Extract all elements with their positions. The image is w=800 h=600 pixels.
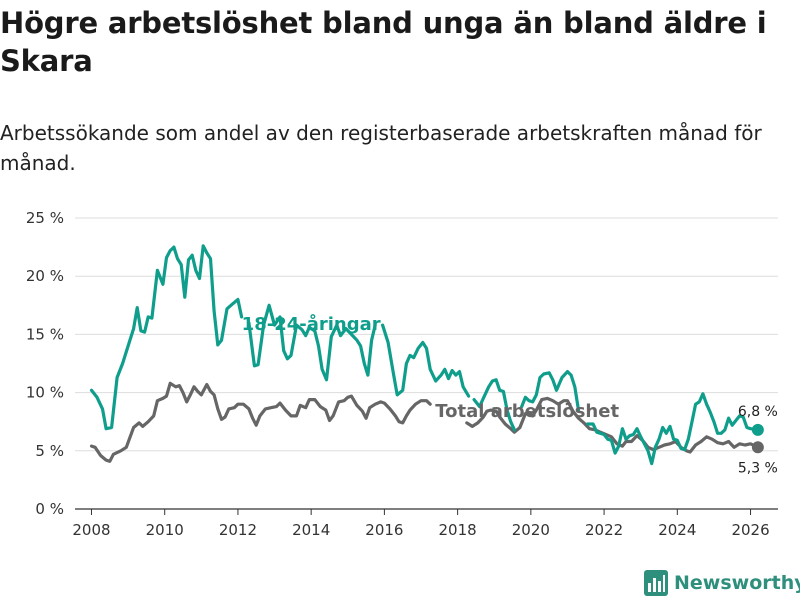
series-line-youth	[586, 392, 760, 466]
series-label: 18-24-åringar	[242, 313, 381, 335]
end-point-marker	[751, 441, 764, 454]
end-point-marker	[751, 423, 764, 436]
newsworthy-logo: Newsworthy	[644, 568, 800, 598]
y-tick-label: 20 %	[26, 267, 64, 285]
x-tick-label: 2022	[585, 521, 623, 539]
series-labels: 18-24-åringar Total arbetslöshet	[242, 313, 620, 422]
series-line-youth	[89, 244, 244, 431]
x-tick-label: 2014	[292, 521, 330, 539]
x-tick-label: 2008	[72, 521, 110, 539]
bar-chart-logo-icon	[644, 570, 668, 596]
series-line-total	[89, 381, 432, 463]
series-line-youth	[472, 378, 516, 432]
x-tick-label: 2016	[365, 521, 403, 539]
chart-subtitle: Arbetssökande som andel av den registerb…	[0, 121, 762, 175]
y-tick-label: 10 %	[26, 384, 64, 402]
y-tick-label: 25 %	[26, 209, 64, 227]
end-points: 6,8 % 5,3 %	[738, 404, 778, 476]
y-tick-label: 5 %	[35, 442, 64, 460]
series-line-youth	[247, 303, 377, 382]
brand-name: Newsworthy	[674, 572, 800, 594]
end-point-label: 6,8 %	[738, 404, 778, 420]
x-tick-label: 2018	[439, 521, 477, 539]
y-axis-ticks: 0 % 5 % 10 % 15 % 20 % 25 %	[26, 209, 64, 518]
y-tick-label: 15 %	[26, 325, 64, 343]
x-tick-label: 2010	[146, 521, 184, 539]
series-line-youth	[520, 370, 581, 412]
grid-lines	[75, 217, 778, 510]
chart-title: Högre arbetslöshet bland unga än bland ä…	[0, 6, 767, 78]
x-tick-label: 2020	[512, 521, 550, 539]
series-line-youth	[381, 323, 471, 398]
x-tick-label: 2012	[219, 521, 257, 539]
series-label: Total arbetslöshet	[435, 401, 619, 422]
x-axis-ticks: 2008 2010 2012 2014 2016 2018 2020 2022 2024 2026	[72, 509, 770, 539]
end-point-label: 5,3 %	[738, 460, 778, 476]
x-tick-label: 2024	[658, 521, 696, 539]
y-tick-label: 0 %	[35, 500, 64, 518]
x-tick-label: 2026	[731, 521, 769, 539]
series-lines	[89, 244, 760, 466]
